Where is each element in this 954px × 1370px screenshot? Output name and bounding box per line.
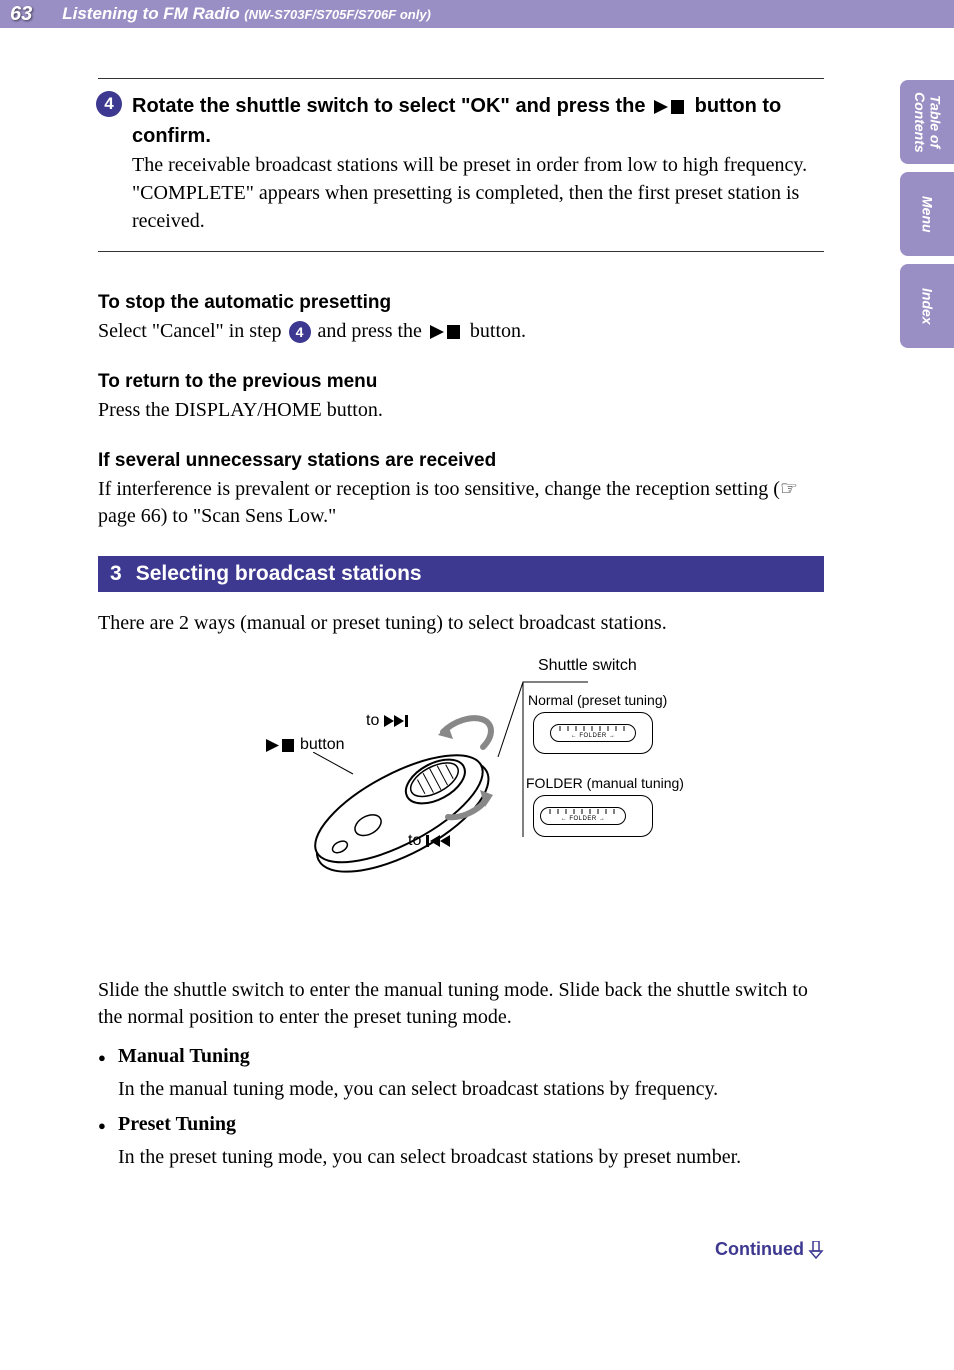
button-pointer-line <box>313 752 363 782</box>
content-area: 4 Rotate the shuttle switch to select "O… <box>0 28 954 1171</box>
bullet-preset-body: In the preset tuning mode, you can selec… <box>98 1144 824 1171</box>
step-4-block: 4 Rotate the shuttle switch to select "O… <box>98 78 824 252</box>
section-3-title: Selecting broadcast stations <box>136 562 422 586</box>
to-rew-label: to <box>408 832 454 850</box>
section-3-number: 3 <box>110 562 122 586</box>
play-stop-icon <box>654 100 686 114</box>
section-3-bar: 3 Selecting broadcast stations <box>98 556 824 592</box>
play-stop-icon <box>430 325 462 339</box>
bullet-preset-title: Preset Tuning <box>118 1113 236 1135</box>
diagram: Shuttle switch Normal (preset tuning) ← … <box>98 657 824 947</box>
stop-preset-text: Select "Cancel" in step 4 and press the … <box>98 318 824 345</box>
step-number-badge: 4 <box>96 91 122 117</box>
section-3-intro: There are 2 ways (manual or preset tunin… <box>98 610 824 637</box>
header-title: Listening to FM Radio <box>62 4 240 23</box>
down-arrow-icon <box>808 1241 824 1259</box>
step-4-body-2: "COMPLETE" appears when presetting is co… <box>132 179 824 235</box>
side-tabs: Table of Contents Menu Index <box>900 80 954 348</box>
bullet-manual-body: In the manual tuning mode, you can selec… <box>98 1076 824 1103</box>
page-header: 63 Listening to FM Radio (NW-S703F/S705F… <box>0 0 954 28</box>
to-rew-text: to <box>408 832 421 849</box>
bullet-manual-title: Manual Tuning <box>118 1045 250 1067</box>
step-4-body-1: The receivable broadcast stations will b… <box>132 151 824 179</box>
header-subtitle: (NW-S703F/S705F/S706F only) <box>244 7 431 22</box>
to-fwd-label: to <box>366 712 412 730</box>
bullet-preset: Preset Tuning <box>98 1111 824 1138</box>
stop-preset-text-c: button. <box>465 320 526 342</box>
return-menu-text: Press the DISPLAY/HOME button. <box>98 397 824 424</box>
bullet-manual: Manual Tuning <box>98 1043 824 1070</box>
inline-step-badge: 4 <box>289 321 311 343</box>
shuttle-switch-label: Shuttle switch <box>538 657 637 675</box>
unnecessary-text: If interference is prevalent or receptio… <box>98 476 824 530</box>
stop-preset-text-a: Select "Cancel" in step <box>98 320 287 342</box>
step-4-title: Rotate the shuttle switch to select "OK"… <box>132 91 824 151</box>
to-fwd-text: to <box>366 712 379 729</box>
step-4-title-a: Rotate the shuttle switch to select "OK"… <box>132 95 651 117</box>
unnecessary-heading: If several unnecessary stations are rece… <box>98 450 824 472</box>
stop-preset-heading: To stop the automatic presetting <box>98 292 824 314</box>
return-menu-heading: To return to the previous menu <box>98 371 824 393</box>
tab-contents[interactable]: Table of Contents <box>900 80 954 164</box>
tab-index[interactable]: Index <box>900 264 954 348</box>
page-number: 63 <box>10 3 32 26</box>
slide-text: Slide the shuttle switch to enter the ma… <box>98 977 824 1031</box>
stop-preset-text-b: and press the <box>313 320 427 342</box>
continued-text: Continued <box>715 1239 804 1260</box>
continued-label: Continued <box>715 1239 824 1260</box>
tab-menu[interactable]: Menu <box>900 172 954 256</box>
